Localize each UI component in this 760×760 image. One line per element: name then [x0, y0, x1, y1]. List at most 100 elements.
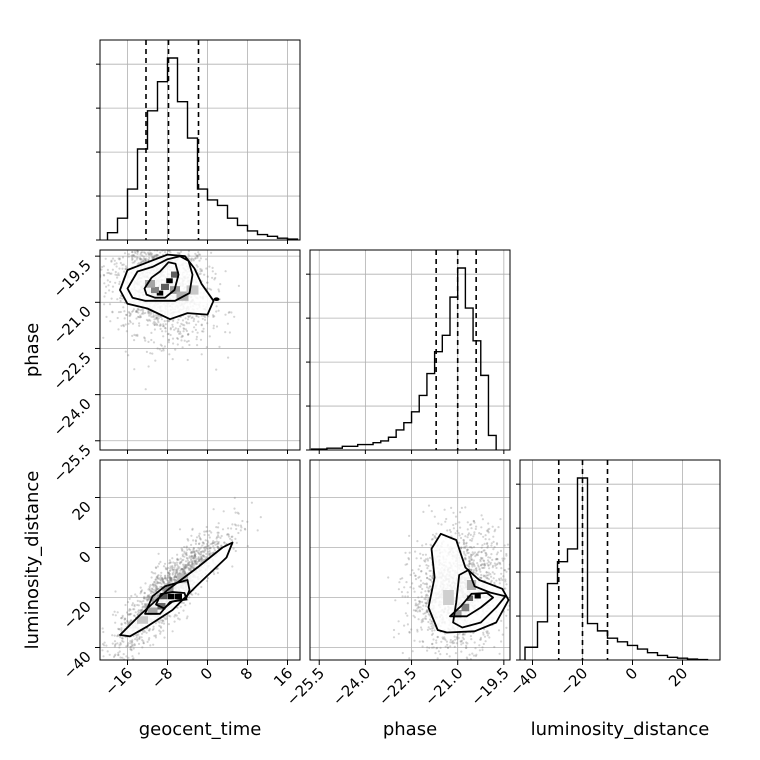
scatter-point [179, 330, 182, 333]
scatter-point [213, 315, 216, 318]
scatter-point [200, 269, 203, 273]
scatter-point [152, 341, 156, 344]
scatter-point [469, 635, 472, 638]
scatter-point [211, 270, 214, 273]
scatter-point [159, 579, 163, 582]
scatter-point [178, 571, 182, 575]
scatter-point [418, 575, 421, 578]
scatter-point [118, 643, 121, 647]
scatter-point [483, 628, 486, 631]
scatter-point [412, 614, 415, 617]
scatter-point [169, 333, 172, 337]
scatter-point [167, 574, 170, 577]
contour-fill-pair-1 [120, 542, 233, 637]
scatter-point [420, 628, 423, 631]
scatter-point [130, 645, 134, 648]
y-tick-label-phase-3: −21.0 [50, 302, 95, 347]
scatter-point [200, 557, 203, 560]
scatter-point [414, 574, 417, 577]
scatter-point [425, 610, 428, 613]
scatter-point [156, 575, 159, 579]
scatter-point [185, 551, 188, 554]
scatter-point [431, 576, 434, 579]
scatter-point [240, 526, 243, 529]
scatter-point [115, 241, 117, 243]
scatter-point [130, 648, 133, 651]
scatter-point [134, 310, 138, 313]
scatter-point [505, 626, 508, 629]
scatter-point [419, 585, 422, 589]
scatter-point [187, 253, 190, 256]
scatter-point [172, 568, 175, 571]
scatter-point [206, 530, 209, 533]
scatter-point [111, 310, 114, 313]
scatter-point [150, 227, 152, 229]
scatter-point [454, 638, 457, 641]
scatter-point [460, 506, 463, 509]
scatter-point [95, 308, 97, 310]
scatter-point [467, 532, 471, 535]
scatter-point [209, 543, 212, 546]
scatter-point [121, 297, 124, 300]
scatter-point [426, 646, 429, 649]
scatter-point [404, 551, 407, 554]
scatter-point [454, 522, 457, 525]
scatter-point [199, 538, 202, 541]
scatter-point [195, 549, 198, 552]
scatter-point [190, 565, 194, 568]
scatter-point [115, 265, 118, 268]
scatter-point [162, 579, 165, 582]
scatter-point [143, 248, 145, 250]
scatter-point [206, 275, 209, 278]
scatter-point [110, 260, 113, 263]
scatter-point [174, 574, 177, 577]
scatter-point [466, 548, 469, 552]
scatter-point [86, 258, 88, 260]
scatter-point [466, 548, 469, 551]
scatter-point [189, 592, 193, 596]
scatter-point [191, 528, 194, 531]
scatter-point [455, 636, 458, 639]
scatter-point [156, 576, 159, 579]
scatter-point [164, 242, 166, 244]
scatter-point [472, 535, 475, 538]
scatter-point [501, 557, 504, 560]
scatter-point [216, 567, 219, 570]
contour-line-pair-0-2 [119, 253, 215, 321]
scatter-point [179, 332, 182, 335]
scatter-point [213, 549, 217, 552]
scatter-point [514, 537, 516, 539]
scatter-point [176, 553, 179, 556]
scatter-point [105, 644, 108, 647]
scatter-point [138, 324, 141, 327]
scatter-point [494, 558, 497, 561]
scatter-point [140, 260, 143, 263]
scatter-point [482, 633, 485, 636]
scatter-point [198, 558, 201, 561]
scatter-point [177, 617, 180, 620]
scatter-point [162, 325, 165, 328]
scatter-point [230, 539, 233, 542]
scatter-point [110, 259, 113, 262]
scatter-point [151, 352, 154, 355]
scatter-point [207, 541, 210, 544]
scatter-point [137, 604, 140, 607]
scatter-point [134, 611, 137, 614]
scatter-point [155, 580, 159, 583]
scatter-point [159, 324, 162, 327]
scatter-point [183, 327, 186, 331]
scatter-point [137, 311, 140, 314]
scatter-point [174, 568, 177, 572]
scatter-point [425, 572, 428, 575]
scatter-point [127, 322, 130, 325]
scatter-point [188, 561, 191, 564]
scatter-point [472, 631, 475, 635]
scatter-point [137, 316, 140, 319]
scatter-point [165, 244, 167, 246]
scatter-point [114, 240, 116, 242]
scatter-point [167, 582, 170, 585]
scatter-point [466, 536, 469, 539]
scatter-point [462, 541, 465, 544]
scatter-point [212, 324, 215, 327]
scatter-point [455, 642, 458, 645]
